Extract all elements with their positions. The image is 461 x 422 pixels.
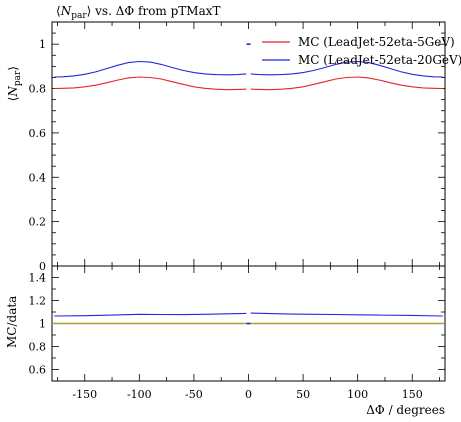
- plot-title: ⟨Npar⟩ vs. ΔΦ from pTMaxT: [56, 4, 221, 21]
- y-tick-label: 1.4: [29, 272, 47, 285]
- y-tick-label: 1: [39, 38, 46, 51]
- y-tick-label: 1.2: [29, 295, 47, 308]
- x-tick-label: 0: [245, 388, 252, 401]
- y-tick-label: 0.8: [29, 341, 47, 354]
- y-tick-label: 0.2: [29, 216, 47, 229]
- y-tick-label: 0.6: [29, 127, 47, 140]
- main-y-axis-title: ⟨Npar⟩: [6, 66, 23, 101]
- x-tick-label: -150: [72, 388, 97, 401]
- legend-entry-20gev: MC (LeadJet-52eta-20GeV): [262, 53, 461, 67]
- series-line-mc-leadjet-52eta-20gev: [54, 60, 247, 78]
- x-tick-label: -100: [127, 388, 152, 401]
- series-line-mc-leadjet-52eta-20gev: [250, 60, 443, 78]
- y-tick-label: 1: [39, 318, 46, 331]
- legend-label-20gev: MC (LeadJet-52eta-20GeV): [298, 53, 461, 67]
- ratio-y-axis: 0.6 0.8 1 1.2 1.4: [29, 265, 445, 382]
- y-tick-label: 0.6: [29, 364, 47, 377]
- x-axis-title: ΔΦ / degrees: [366, 403, 445, 417]
- series-line-mc-leadjet-52eta-20gev: [54, 312, 247, 317]
- series-line-mc-leadjet-52eta-5gev: [54, 76, 247, 91]
- legend: MC (LeadJet-52eta-5GeV) MC (LeadJet-52et…: [262, 35, 461, 67]
- ratio-series-layer: [52, 312, 445, 325]
- y-tick-label: 0: [39, 260, 46, 273]
- y-tick-label: 0.8: [29, 83, 47, 96]
- main-x-ticks: [57, 22, 440, 266]
- main-y-axis: 0 0.2 0.4 0.6 0.8 1: [29, 21, 445, 273]
- ratio-panel: 0.6 0.8 1 1.2 1.4 -150 -100 -50 0 50 100 150 MC/da…: [5, 265, 446, 417]
- x-tick-label: 50: [296, 388, 310, 401]
- x-tick-label: 100: [347, 388, 368, 401]
- legend-entry-5gev: MC (LeadJet-52eta-5GeV): [262, 35, 455, 49]
- ratio-x-axis: -150 -100 -50 0 50 100 150: [57, 266, 440, 401]
- series-line-mc-leadjet-52eta-5gev: [250, 76, 443, 91]
- x-tick-label: 150: [402, 388, 423, 401]
- ratio-y-axis-title: MC/data: [5, 296, 19, 348]
- x-tick-label: -50: [185, 388, 203, 401]
- legend-label-5gev: MC (LeadJet-52eta-5GeV): [298, 35, 455, 49]
- series-line-mc-leadjet-52eta-20gev: [250, 312, 443, 317]
- main-series-layer: [54, 43, 443, 91]
- y-tick-label: 0.4: [29, 171, 47, 184]
